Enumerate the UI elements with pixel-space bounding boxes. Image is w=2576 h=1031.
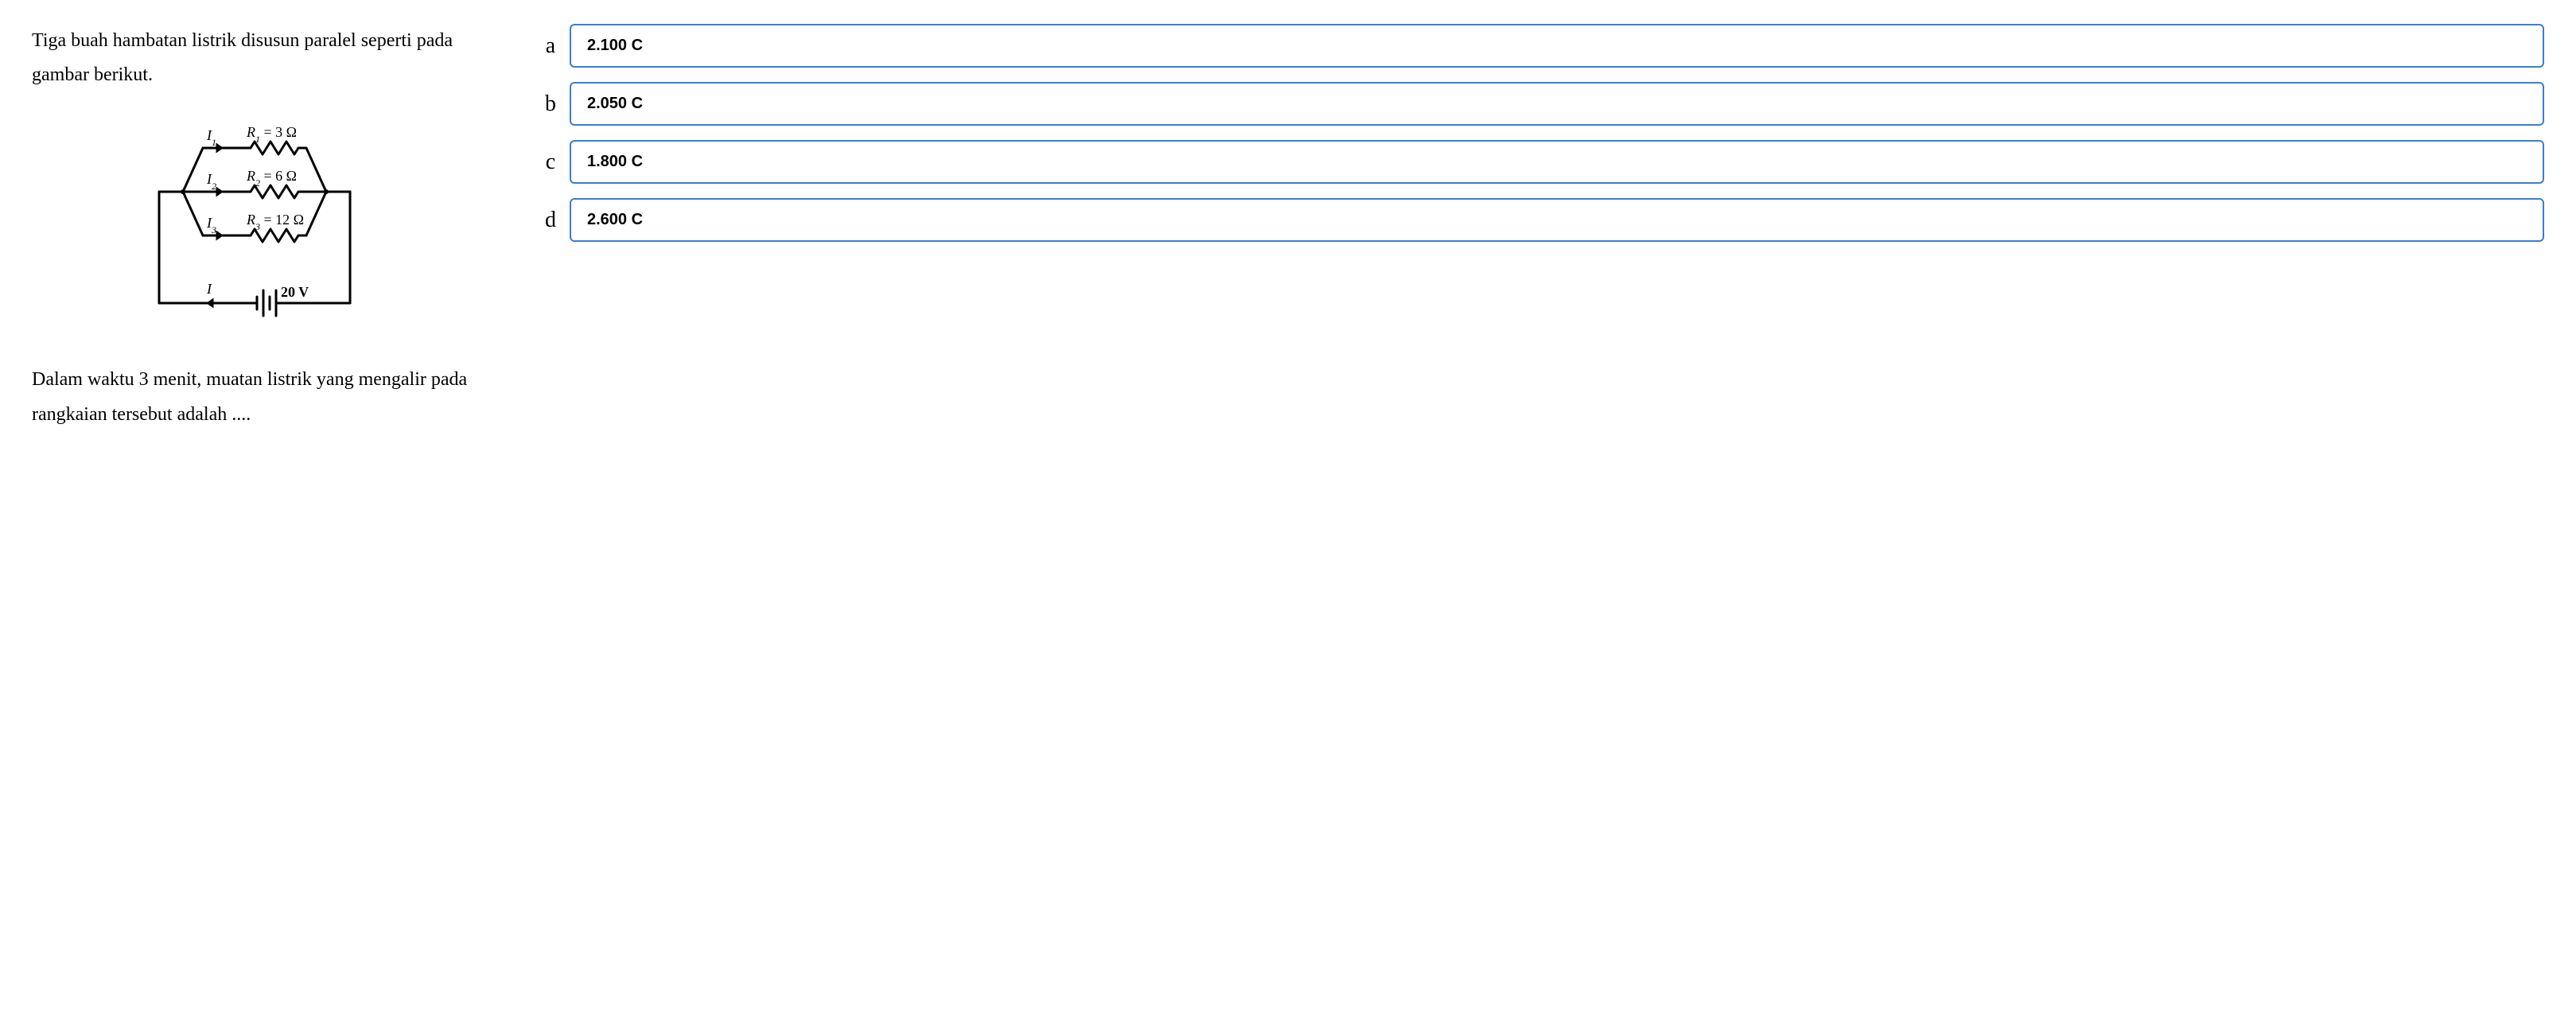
svg-text:I2: I2: [206, 171, 216, 192]
option-b[interactable]: 2.050 C: [570, 82, 2544, 126]
option-text-b: 2.050 C: [587, 95, 643, 112]
question-closing: Dalam waktu 3 menit, muatan listrik yang…: [32, 363, 477, 431]
svg-text:I: I: [206, 281, 212, 297]
option-letter-b: b: [541, 91, 560, 117]
option-a[interactable]: 2.100 C: [570, 24, 2544, 68]
option-row-d: d 2.600 C: [541, 198, 2544, 242]
svg-text:20 V: 20 V: [281, 284, 309, 300]
svg-text:I3: I3: [206, 215, 216, 235]
options-list: a 2.100 C b 2.050 C c 1.800 C d 2.600 C: [541, 24, 2544, 242]
option-text-c: 1.800 C: [587, 153, 643, 170]
option-row-a: a 2.100 C: [541, 24, 2544, 68]
option-letter-c: c: [541, 150, 560, 175]
circuit-svg: I1R1 = 3 ΩI2R2 = 6 ΩI3R3 = 12 ΩI20 V: [127, 108, 382, 339]
option-text-d: 2.600 C: [587, 211, 643, 228]
option-letter-d: d: [541, 208, 560, 233]
question-column: Tiga buah hambatan listrik disusun paral…: [32, 24, 477, 432]
option-letter-a: a: [541, 33, 560, 59]
svg-text:I1: I1: [206, 127, 216, 148]
option-c[interactable]: 1.800 C: [570, 140, 2544, 184]
option-row-b: b 2.050 C: [541, 82, 2544, 126]
circuit-diagram: I1R1 = 3 ΩI2R2 = 6 ΩI3R3 = 12 ΩI20 V: [32, 108, 477, 339]
options-column: a 2.100 C b 2.050 C c 1.800 C d 2.600 C: [541, 24, 2544, 432]
option-d[interactable]: 2.600 C: [570, 198, 2544, 242]
option-row-c: c 1.800 C: [541, 140, 2544, 184]
question-intro: Tiga buah hambatan listrik disusun paral…: [32, 24, 477, 92]
option-text-a: 2.100 C: [587, 37, 643, 54]
